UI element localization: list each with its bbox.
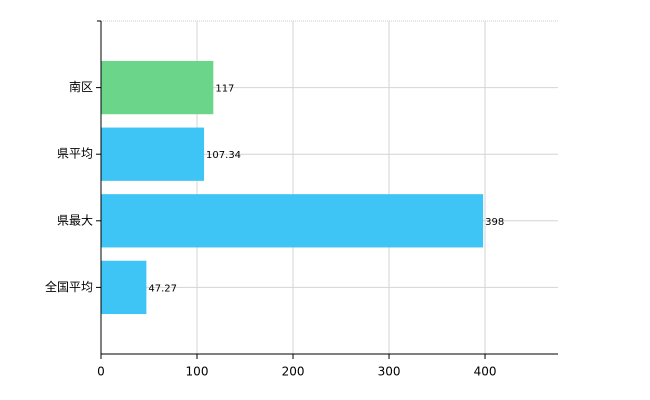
bar bbox=[101, 194, 484, 248]
y-tick-label: 県平均 bbox=[57, 147, 93, 161]
y-tick-label: 全国平均 bbox=[45, 279, 93, 294]
x-tick-label: 100 bbox=[186, 365, 209, 379]
y-tick-label: 南区 bbox=[69, 79, 93, 94]
value-label: 47.27 bbox=[148, 283, 177, 294]
value-label: 117 bbox=[215, 84, 234, 95]
x-tick-label: 0 bbox=[97, 365, 105, 379]
x-tick-label: 200 bbox=[282, 365, 305, 379]
value-label: 398 bbox=[485, 217, 504, 228]
y-tick-label: 県最大 bbox=[57, 213, 93, 227]
bar bbox=[101, 260, 147, 315]
bar bbox=[101, 127, 205, 181]
x-tick-label: 300 bbox=[378, 365, 401, 379]
bar bbox=[101, 60, 214, 115]
value-label: 107.34 bbox=[206, 150, 241, 161]
x-tick-label: 400 bbox=[474, 365, 497, 379]
